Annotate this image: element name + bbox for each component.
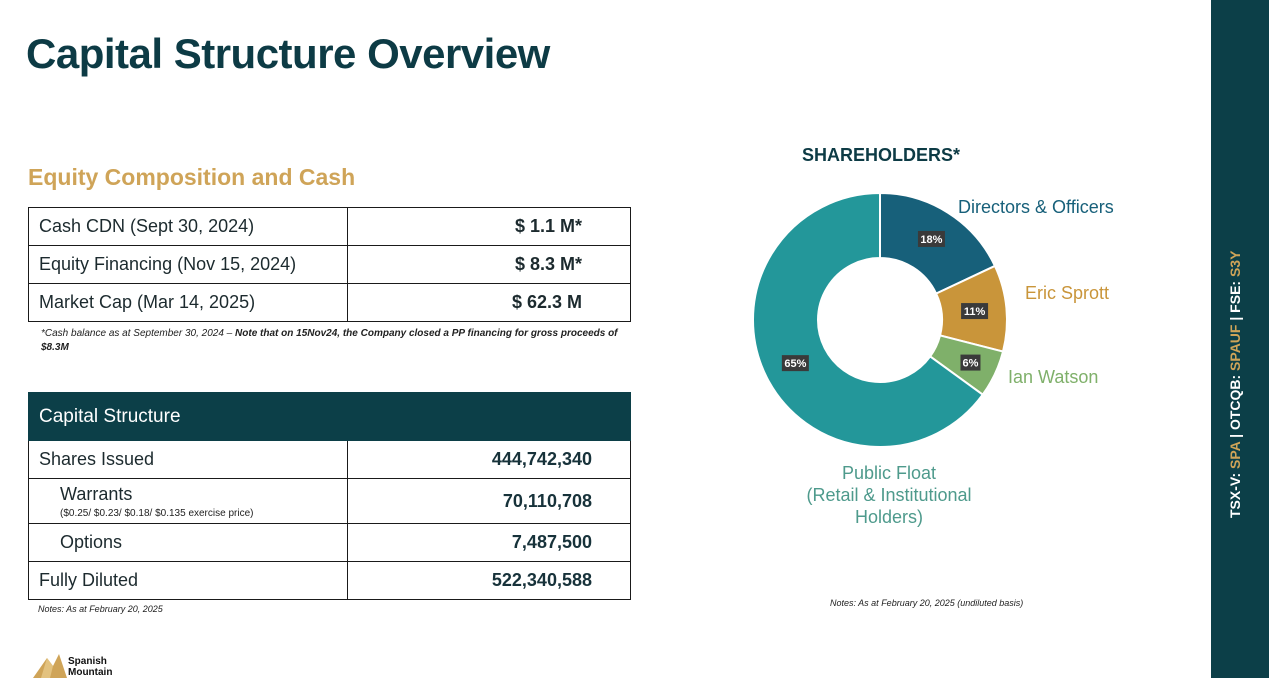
data-label: 65% [784,358,806,370]
logo-line: Mountain [68,667,113,678]
data-label: 6% [963,358,979,370]
data-label-bg [960,354,981,371]
public-float-line: (Retail & Institutional [806,485,972,505]
data-label-bg [961,303,989,320]
data-label-bg [781,355,809,372]
options-value: 7,487,500 [347,523,631,562]
legend-label-public-float: Public Float (Retail & Institutional Hol… [790,462,988,528]
ticker-exchange: TSX-V: [1227,468,1243,518]
capital-footnote: Notes: As at February 20, 2025 [38,604,163,614]
legend-label-directors: Directors & Officers [958,197,1114,217]
options-label: Options [28,523,348,562]
warrants-cell: Warrants ($0.25/ $0.23/ $0.18/ $0.135 ex… [28,478,348,524]
table-header-row: Capital Structure [28,392,631,441]
cash-footnote: *Cash balance as at September 30, 2024 –… [41,327,621,355]
ticker-sidebar [1211,0,1269,678]
public-float-line: Public Float [841,463,937,483]
capital-structure-table: Capital Structure Shares Issued 444,742,… [28,392,631,600]
legend-label-ian-watson: Ian Watson [1008,367,1099,387]
equity-row-value: $ 1.1 M* [347,207,631,246]
donut-slice [752,191,985,448]
data-label: 18% [920,234,942,246]
cash-footnote-plain: *Cash balance as at September 30, 2024 – [41,328,236,339]
ticker-symbol: SPA [1227,441,1243,469]
ticker-exchange: FSE: [1227,277,1243,313]
ticker-separator: | [1227,430,1243,442]
table-row: Fully Diluted 522,340,588 [28,561,631,600]
equity-heading: Equity Composition and Cash [28,164,356,190]
ticker-symbols: TSX-V: SPA | OTCQB: SPAUF | FSE: S3Y [1227,200,1243,518]
equity-table: Cash CDN (Sept 30, 2024) $ 1.1 M* Equity… [28,207,631,322]
equity-row-label: Market Cap (Mar 14, 2025) [28,283,348,322]
table-row: Shares Issued 444,742,340 [28,440,631,479]
legend-label-eric-sprott: Eric Sprott [1025,283,1110,303]
shares-issued-value: 444,742,340 [347,440,631,479]
table-row: Options 7,487,500 [28,523,631,562]
shareholders-footnote: Notes: As at February 20, 2025 (undilute… [830,598,1024,608]
ticker-symbol: SPAUF [1227,324,1243,371]
table-row: Cash CDN (Sept 30, 2024) $ 1.1 M* [28,207,631,246]
equity-row-value: $ 8.3 M* [347,245,631,284]
equity-row-value: $ 62.3 M [347,283,631,322]
chart-title: SHAREHOLDERS* [802,145,961,165]
fully-diluted-label: Fully Diluted [28,561,348,600]
page-title: Capital Structure Overview [26,30,550,77]
equity-row-label: Cash CDN (Sept 30, 2024) [28,207,348,246]
table-row: Warrants ($0.25/ $0.23/ $0.18/ $0.135 ex… [28,478,631,524]
public-float-line: Holders) [854,507,924,527]
table-row: Equity Financing (Nov 15, 2024) $ 8.3 M* [28,245,631,284]
table-row: Market Cap (Mar 14, 2025) $ 62.3 M [28,283,631,322]
ticker-separator: | [1227,312,1243,325]
logo-text: Spanish Mountain [68,656,112,678]
equity-row-label: Equity Financing (Nov 15, 2024) [28,245,348,284]
ticker-symbol: S3Y [1227,250,1243,278]
data-label: 11% [964,306,986,318]
warrants-value: 70,110,708 [347,478,631,524]
shareholders-donut-chart: 18% 11% 6% 65% [752,191,1008,448]
spanish-mountain-logo [33,654,67,678]
cash-footnote-bold: Note that on 15Nov24, the Company closed… [41,328,618,353]
ticker-exchange: OTCQB: [1227,370,1243,431]
logo-line: Spanish [68,656,107,667]
warrants-label: Warrants [60,483,133,504]
shares-issued-label: Shares Issued [28,440,348,479]
warrants-exercise-price: ($0.25/ $0.23/ $0.18/ $0.135 exercise pr… [60,507,254,519]
capital-structure-heading: Capital Structure [28,392,631,441]
fully-diluted-value: 522,340,588 [347,561,631,600]
data-label-bg [917,230,945,247]
